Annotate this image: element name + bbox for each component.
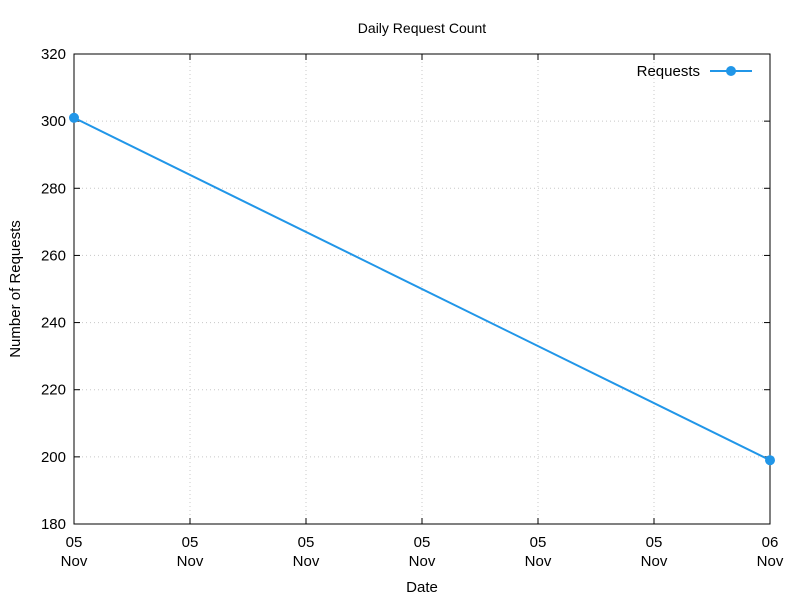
y-tick-label: 180 <box>41 516 66 533</box>
legend: Requests <box>637 63 752 80</box>
series-line-requests <box>73 116 771 462</box>
x-tick-label-month: Nov <box>409 553 436 570</box>
x-tick-label-day: 05 <box>298 534 315 551</box>
x-tick-label-day: 05 <box>646 534 663 551</box>
x-tick-label-month: Nov <box>525 553 552 570</box>
series-layer <box>69 112 775 466</box>
data-point <box>69 112 79 123</box>
y-tick-label: 200 <box>41 449 66 466</box>
x-tick-label-month: Nov <box>61 553 88 570</box>
y-tick-label: 300 <box>41 113 66 130</box>
y-axis-label: Number of Requests <box>7 220 24 358</box>
x-tick-label-day: 05 <box>182 534 199 551</box>
x-tick-label-day: 05 <box>66 534 83 551</box>
x-tick-label-month: Nov <box>293 553 320 570</box>
chart-title: Daily Request Count <box>358 20 487 36</box>
x-tick-label-day: 05 <box>414 534 431 551</box>
y-axis: 180 200 220 240 260 280 300 320 <box>41 46 770 533</box>
legend-marker <box>726 66 736 76</box>
x-tick-label-month: Nov <box>177 553 204 570</box>
x-axis-label: Date <box>406 579 438 596</box>
grid-lines <box>74 54 770 524</box>
x-tick-label-day: 06 <box>762 534 779 551</box>
legend-label: Requests <box>637 63 700 80</box>
x-tick-label-day: 05 <box>530 534 547 551</box>
x-axis: 05 Nov 05 Nov 05 Nov 05 Nov 05 Nov 05 Nov 06 Nov <box>61 54 784 570</box>
x-tick-label-month: Nov <box>641 553 668 570</box>
y-tick-label: 240 <box>41 315 66 332</box>
x-tick-label-month: Nov <box>757 553 784 570</box>
y-tick-label: 320 <box>41 46 66 63</box>
y-tick-label: 260 <box>41 247 66 264</box>
data-point <box>765 455 775 466</box>
y-tick-label: 280 <box>41 180 66 197</box>
y-tick-label: 220 <box>41 382 66 399</box>
